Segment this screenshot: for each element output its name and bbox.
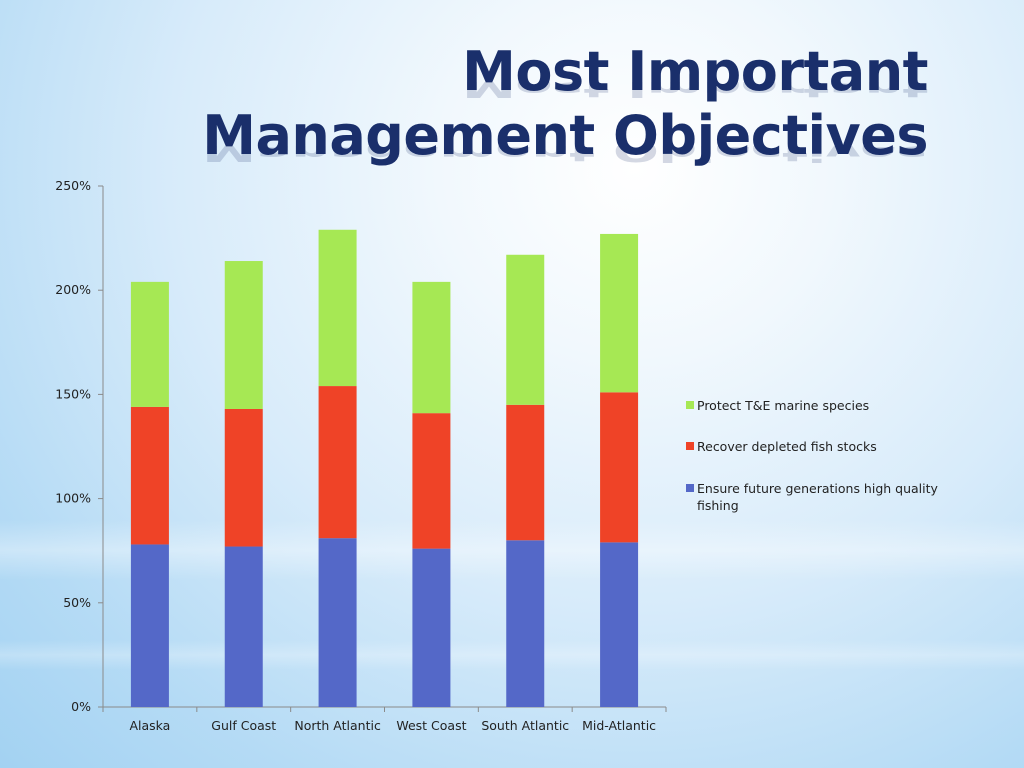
legend-label: Protect T&E marine species	[697, 398, 869, 413]
x-category-label: Mid-Atlantic	[582, 718, 656, 733]
y-tick-label: 100%	[55, 491, 91, 506]
bar-segment	[506, 404, 545, 541]
bar-segment	[130, 544, 169, 707]
bar-segment	[412, 413, 451, 549]
x-category-label: Gulf Coast	[211, 718, 276, 733]
x-category-label: Alaska	[129, 718, 170, 733]
legend-item: Ensure future generations high quality fi…	[686, 481, 939, 513]
bar-segment	[318, 386, 357, 539]
bar-segment	[224, 408, 263, 547]
legend-swatch	[686, 442, 694, 450]
x-category-label: South Atlantic	[481, 718, 569, 733]
bar-segment	[600, 542, 639, 707]
title-line-1: Most Important	[202, 40, 928, 104]
slide-title: Most Important Management Objectives	[202, 40, 928, 168]
y-tick-label: 150%	[55, 386, 91, 401]
bar-segment	[224, 546, 263, 707]
legend-swatch	[686, 484, 694, 492]
legend-swatch	[686, 401, 694, 409]
bar-segment	[412, 548, 451, 707]
bar-segment	[318, 229, 357, 387]
x-category-label: North Atlantic	[294, 718, 381, 733]
x-category-label: West Coast	[396, 718, 466, 733]
bar-segment	[224, 261, 263, 409]
bar-segment	[318, 538, 357, 707]
legend-item: Recover depleted fish stocks	[686, 439, 877, 454]
y-tick-label: 0%	[71, 699, 91, 714]
legend-label: Recover depleted fish stocks	[697, 439, 877, 454]
title-line-2: Management Objectives	[202, 104, 928, 168]
legend-label: Ensure future generations high quality fi…	[697, 481, 939, 513]
bar-segment	[600, 392, 639, 543]
y-tick-label: 200%	[55, 282, 91, 297]
bar-segment	[600, 233, 639, 393]
bar-segment	[130, 281, 169, 407]
bar-segment	[506, 540, 545, 707]
y-tick-label: 50%	[63, 595, 91, 610]
legend-item: Protect T&E marine species	[686, 398, 869, 413]
bar-segment	[506, 254, 545, 405]
bar-segment	[412, 281, 451, 414]
bar-segment	[130, 406, 169, 545]
y-tick-label: 250%	[55, 178, 91, 193]
